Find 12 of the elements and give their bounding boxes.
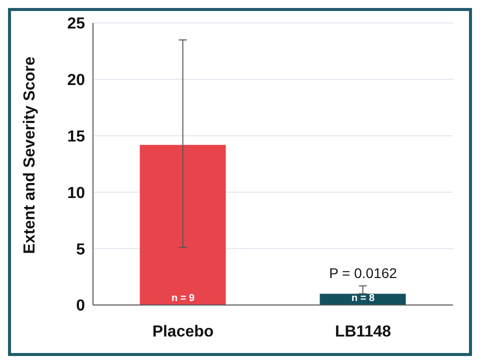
y-tick-label: 15	[67, 128, 86, 146]
y-tick-label: 20	[67, 72, 86, 90]
annotation: P = 0.0162	[329, 264, 398, 281]
y-tick-label: 25	[67, 16, 86, 33]
y-tick-label: 10	[67, 184, 86, 202]
annotation: n = 9	[171, 293, 195, 304]
annotation: n = 8	[351, 293, 375, 304]
y-axis-title: Extent and Severity Score	[22, 56, 39, 254]
y-tick-label: 0	[76, 298, 86, 315]
y-tick-label: 5	[76, 241, 86, 258]
x-tick-label: Placebo	[152, 323, 214, 340]
x-tick-label: LB1148	[334, 323, 392, 340]
